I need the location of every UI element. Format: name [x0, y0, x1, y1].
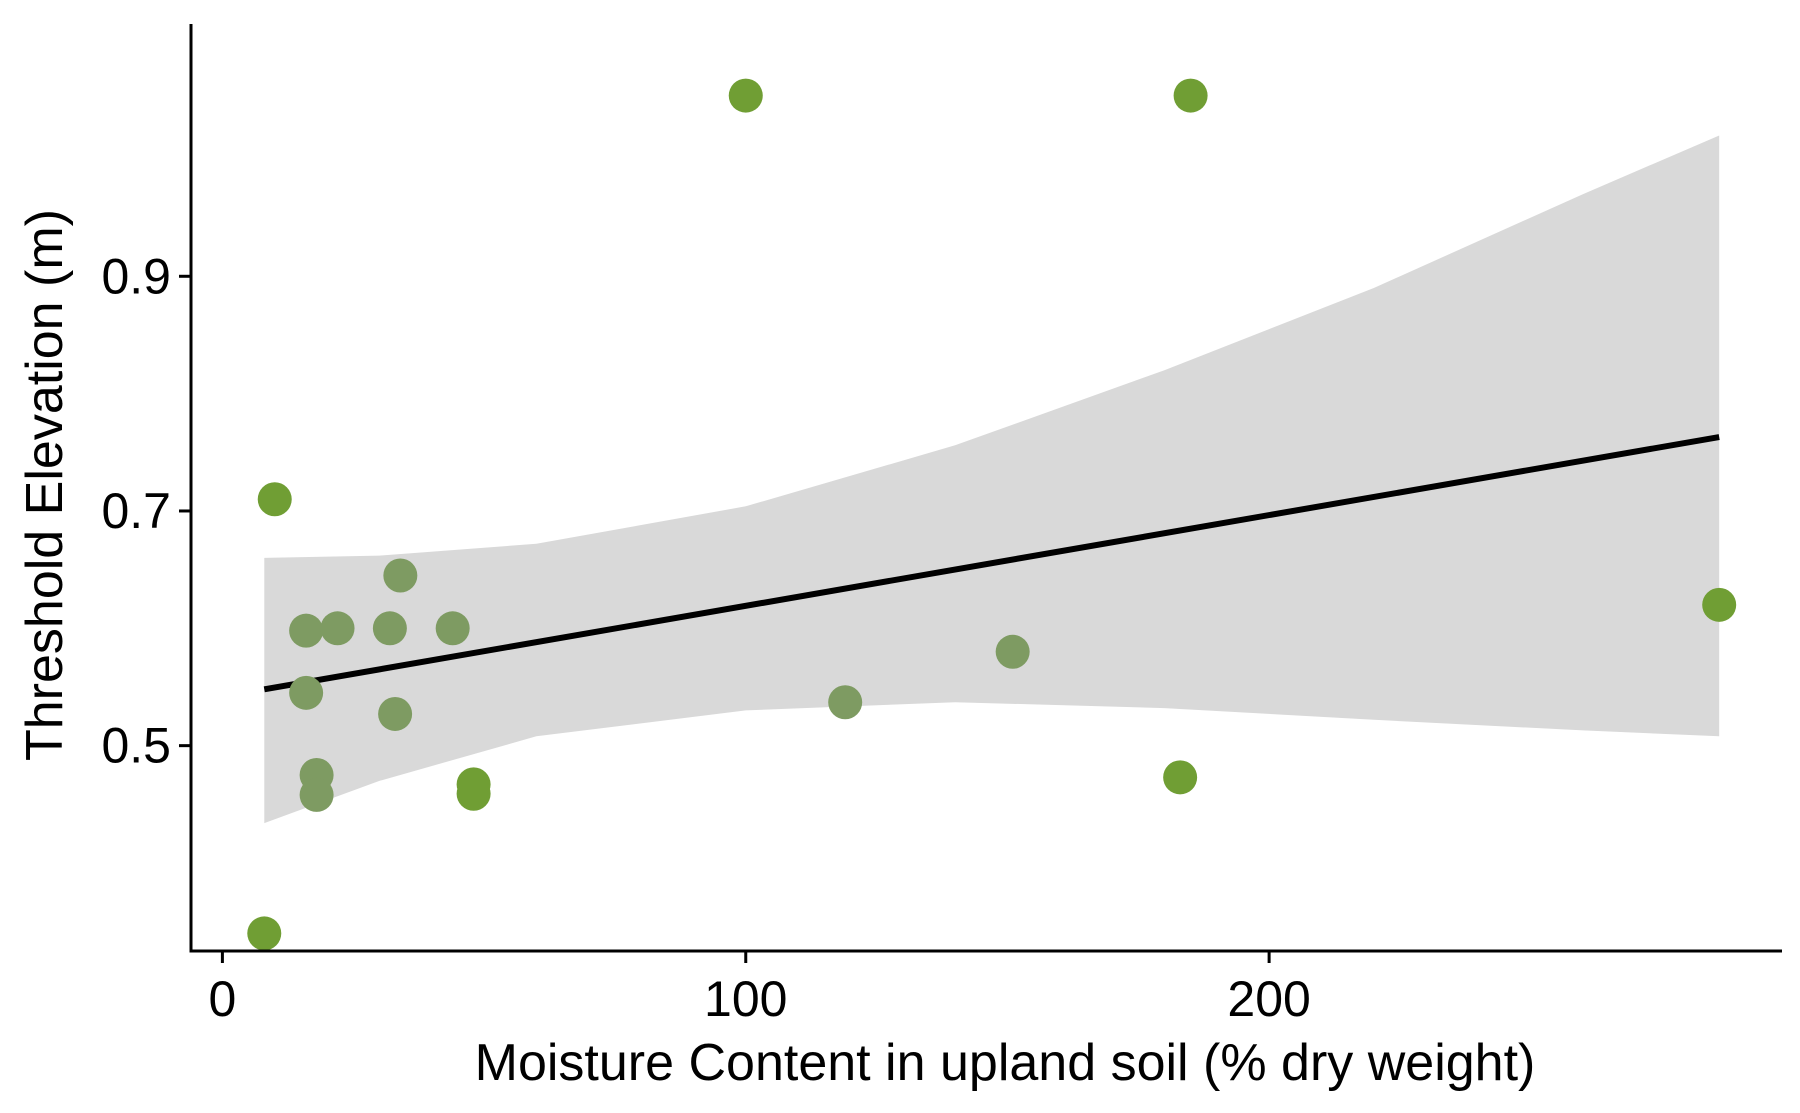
- data-point: [728, 78, 763, 113]
- confidence-band-layer: [264, 135, 1720, 824]
- data-point: [1163, 760, 1198, 795]
- data-point: [257, 482, 292, 517]
- data-point: [1173, 78, 1208, 113]
- data-point: [378, 696, 413, 731]
- data-point: [828, 685, 863, 720]
- data-point: [1702, 587, 1737, 622]
- x-tick-label: 0: [208, 971, 236, 1027]
- x-axis-title: Moisture Content in upland soil (% dry w…: [475, 1034, 1536, 1092]
- fit-line-layer: [263, 434, 1720, 693]
- regression-line: [263, 434, 1720, 693]
- data-point: [456, 776, 491, 811]
- points-layer: [247, 78, 1737, 951]
- y-tick-label: 0.9: [101, 248, 171, 304]
- data-point: [372, 611, 407, 646]
- axes-layer: 0 100 200 0.5 0.7 0.9: [101, 24, 1782, 1027]
- y-axis-title: Threshold Elevation (m): [16, 209, 74, 761]
- data-point: [289, 675, 324, 710]
- x-tick-label: 200: [1227, 971, 1310, 1027]
- data-point: [995, 634, 1030, 669]
- x-tick-label: 100: [704, 971, 787, 1027]
- data-point: [299, 777, 334, 812]
- data-point: [247, 916, 282, 951]
- confidence-band: [264, 135, 1720, 824]
- data-point: [435, 611, 470, 646]
- y-tick-label: 0.7: [101, 483, 171, 539]
- data-point: [289, 613, 324, 648]
- data-point: [320, 611, 355, 646]
- y-tick-label: 0.5: [101, 718, 171, 774]
- data-point: [383, 558, 418, 593]
